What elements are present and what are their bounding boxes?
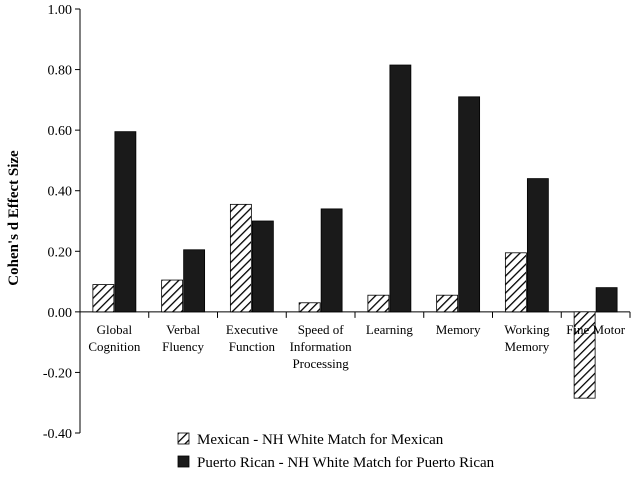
legend-label: Puerto Rican - NH White Match for Puerto… <box>197 455 495 471</box>
category-label: Global <box>97 322 133 337</box>
bar-mexican <box>504 252 527 313</box>
category-label: Function <box>229 339 276 354</box>
category-label: Speed of <box>298 322 345 337</box>
category-label: Fluency <box>162 339 204 354</box>
bar-puerto-rican <box>114 131 137 313</box>
category-label: Memory <box>436 322 481 337</box>
legend-swatch-mexican <box>177 432 190 445</box>
category-label: Processing <box>292 356 349 371</box>
category-label: Executive <box>226 322 278 337</box>
legend: Mexican - NH White Match for Mexican Puer… <box>177 432 495 471</box>
bar-puerto-rican <box>526 178 549 313</box>
category-label: Information <box>290 339 353 354</box>
bar-puerto-rican <box>320 208 343 313</box>
bar-puerto-rican <box>458 96 481 313</box>
legend-swatch-puerto-rican <box>177 455 190 468</box>
y-tick-label: 1.00 <box>48 3 73 18</box>
y-tick-label: -0.20 <box>43 366 72 381</box>
y-tick-label: 0.00 <box>48 306 73 321</box>
category-label: Cognition <box>88 339 141 354</box>
bar-puerto-rican <box>251 220 274 313</box>
bar-mexican <box>298 302 321 313</box>
y-axis-title: Cohen's d Effect Size <box>6 150 22 286</box>
bar-mexican <box>367 294 390 313</box>
y-tick-label: 0.20 <box>48 245 73 260</box>
category-label: Fine Motor <box>566 322 626 337</box>
bar-mexican <box>573 311 596 399</box>
y-tick-label: -0.40 <box>43 427 72 442</box>
category-label: Memory <box>504 339 549 354</box>
bar-mexican <box>92 284 115 313</box>
bar-puerto-rican <box>595 287 618 313</box>
category-label: Learning <box>366 322 413 337</box>
bar-mexican <box>161 279 184 313</box>
y-tick-label: 0.60 <box>48 124 73 139</box>
bar-mexican <box>229 203 252 313</box>
bar-mexican <box>436 294 459 313</box>
bar-puerto-rican <box>183 249 206 313</box>
category-label: Working <box>504 322 550 337</box>
category-label: Verbal <box>166 322 200 337</box>
y-tick-label: 0.80 <box>48 64 73 79</box>
legend-label: Mexican - NH White Match for Mexican <box>197 432 444 448</box>
bar-puerto-rican <box>389 64 412 313</box>
plot-area: 1.00 0.80 0.60 0.40 0.20 0.00 -0.20 -0.40 Global… <box>43 3 631 442</box>
y-tick-label: 0.40 <box>48 185 73 200</box>
